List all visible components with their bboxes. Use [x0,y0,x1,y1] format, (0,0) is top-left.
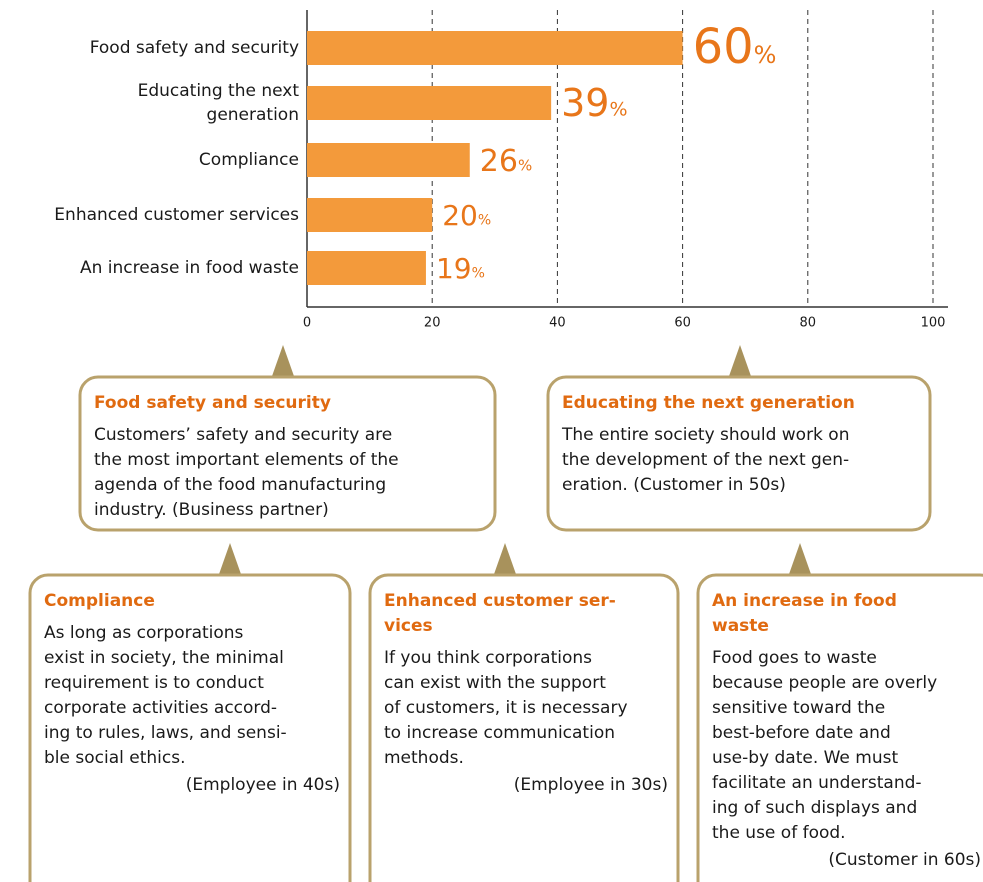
callout-title: waste [712,616,769,636]
value-unit: % [518,156,532,174]
callout-body: corporate activities accord- [44,698,277,718]
callout-attribution: (Customer in 60s) [828,850,981,870]
value-number: 39 [561,81,609,125]
value-label: 39% [561,81,627,125]
callout-body: ble social ethics. [44,748,185,768]
callout-body: industry. (Business partner) [94,500,329,520]
callout-body: sensitive toward the [712,698,885,718]
bar [307,86,552,120]
callout-pointer [271,345,295,379]
callout-body: to increase communication [384,723,615,743]
callout-body: use-by date. We must [712,748,898,768]
callout-title: vices [384,616,433,636]
callout-box [78,375,497,532]
callout-pointer [493,543,517,577]
callout-attribution: (Employee in 40s) [186,775,340,795]
callout-box [28,573,352,882]
y-tick-label: An increase in food waste [80,258,299,278]
callout-body: agenda of the food manufacturing [94,475,386,495]
bar [307,143,470,177]
callout-title: Educating the next generation [562,393,855,413]
value-label: 20% [442,199,491,232]
x-tick-label: 40 [549,316,566,331]
callout-box [368,573,680,882]
callout-body: Customers’ safety and security are [94,425,392,445]
callout-pointer [728,345,752,379]
x-tick-label: 80 [800,316,817,331]
value-label: 60% [693,19,777,75]
bar [307,198,433,232]
callout-body: of customers, it is necessary [384,698,628,718]
callout-body: can exist with the support [384,673,606,693]
x-tick-label: 0 [303,316,311,331]
callout-body: exist in society, the minimal [44,648,284,668]
callout-body: facilitate an understand- [712,773,922,793]
value-unit: % [754,41,777,69]
callout-body: As long as corporations [44,623,244,643]
callout-body: best-before date and [712,723,891,743]
value-unit: % [478,212,491,228]
callout-pointer [788,543,812,577]
bar [307,31,683,65]
callout-title: Compliance [44,591,155,611]
callout-body: The entire society should work on [561,425,849,445]
value-number: 19 [436,252,472,285]
callout-pointer [218,543,242,577]
y-tick-label: Food safety and security [90,38,299,58]
y-tick-label: Educating the next [138,81,300,101]
x-tick-label: 60 [674,316,691,331]
y-tick-label: Compliance [199,150,299,170]
callout-box [546,375,932,532]
bar [307,251,426,285]
value-number: 60 [693,19,754,75]
value-number: 26 [480,144,518,179]
callout-body: Food goes to waste [712,648,877,668]
callout-title: Enhanced customer ser- [384,591,616,611]
value-label: 26% [480,144,532,179]
x-tick-label: 20 [424,316,441,331]
callout-title: Food safety and security [94,393,331,413]
value-unit: % [609,98,627,120]
callout-body: eration. (Customer in 50s) [562,475,786,495]
callout-body: ing of such displays and [712,798,917,818]
callout-box [696,573,983,882]
x-tick-label: 100 [921,316,946,331]
callout-body: methods. [384,748,464,768]
callout-attribution: (Employee in 30s) [514,775,668,795]
value-number: 20 [442,199,478,232]
y-tick-label: generation [207,105,299,125]
callout-body: If you think corporations [384,648,592,668]
callout-body: because people are overly [712,673,937,693]
callout-title: An increase in food [712,591,897,611]
callout-body: the development of the next gen- [562,450,849,470]
callout-body: the use of food. [712,823,846,843]
callout-body: requirement is to conduct [44,673,264,693]
callout-body: the most important elements of the [94,450,399,470]
value-label: 19% [436,252,485,285]
callout-body: ing to rules, laws, and sensi- [44,723,287,743]
value-unit: % [472,265,485,281]
y-tick-label: Enhanced customer services [54,205,299,225]
